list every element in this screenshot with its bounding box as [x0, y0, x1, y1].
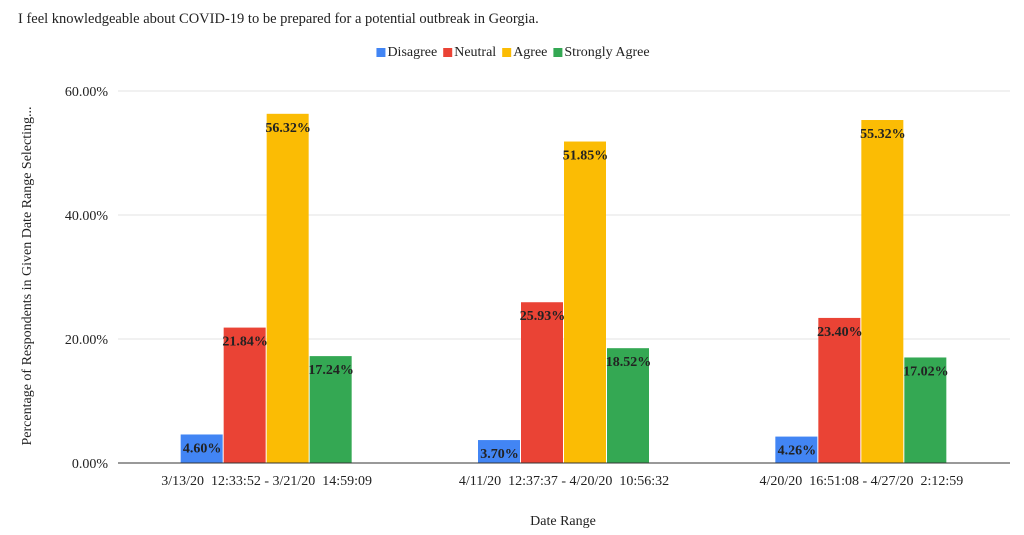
data-label: 55.32%	[860, 127, 906, 142]
legend: Disagree Neutral Agree Strongly Agree	[376, 45, 650, 60]
legend-item-disagree: Disagree	[376, 45, 437, 60]
legend-label: Neutral	[454, 45, 496, 60]
legend-item-agree: Agree	[502, 45, 547, 60]
x-tick-label: 4/20/20 16:51:08 - 4/27/20 2:12:59	[759, 474, 963, 489]
bar-neutral	[223, 327, 266, 463]
bars	[180, 113, 947, 464]
x-axis-ticks: 3/13/20 12:33:52 - 3/21/20 14:59:09 4/11/…	[161, 474, 963, 489]
data-label: 25.93%	[520, 309, 566, 324]
x-tick-label: 4/11/20 12:37:37 - 4/20/20 10:56:32	[459, 474, 669, 489]
legend-item-neutral: Neutral	[443, 45, 496, 60]
legend-swatch	[502, 48, 512, 57]
bar-disagree	[775, 436, 818, 463]
data-label: 17.24%	[308, 363, 354, 378]
legend-label: Agree	[513, 45, 547, 60]
x-axis-label: Date Range	[530, 514, 596, 529]
bar-agree	[564, 141, 606, 463]
bar-agree	[266, 113, 309, 463]
y-tick-label: 40.00%	[65, 209, 109, 224]
data-labels: 4.60% 21.84% 56.32% 17.24% 3.70% 25.93% 51.85%…	[183, 121, 949, 462]
data-label: 56.32%	[265, 121, 311, 136]
bar-strongly-agree	[309, 356, 352, 463]
bar-agree	[861, 120, 904, 464]
y-axis-ticks: 0.00% 20.00% 40.00% 60.00%	[65, 85, 109, 472]
legend-label: Disagree	[387, 45, 437, 60]
legend-item-strongly-agree: Strongly Agree	[553, 45, 650, 60]
data-label: 18.52%	[606, 355, 652, 370]
bar-strongly-agree	[607, 348, 649, 463]
bar-disagree	[180, 434, 223, 463]
bar-neutral	[521, 302, 563, 463]
bar-strongly-agree	[904, 357, 947, 463]
chart-title: I feel knowledgeable about COVID-19 to b…	[18, 11, 539, 27]
y-tick-label: 0.00%	[72, 457, 109, 472]
bar-disagree	[478, 440, 520, 463]
data-label: 23.40%	[817, 325, 863, 340]
data-label: 3.70%	[480, 447, 519, 462]
x-tick-label: 3/13/20 12:33:52 - 3/21/20 14:59:09	[161, 474, 372, 489]
y-tick-label: 60.00%	[65, 85, 109, 100]
data-label: 51.85%	[563, 149, 609, 164]
bar-neutral	[818, 317, 861, 463]
legend-swatch	[376, 48, 386, 57]
data-label: 4.60%	[183, 441, 222, 456]
y-tick-label: 20.00%	[65, 333, 109, 348]
legend-label: Strongly Agree	[564, 45, 649, 60]
y-axis-label: Percentage of Respondents in Given Date …	[20, 106, 35, 445]
data-label: 21.84%	[222, 335, 268, 350]
legend-swatch	[553, 48, 563, 57]
data-label: 4.26%	[778, 444, 817, 459]
legend-swatch	[443, 48, 453, 57]
data-label: 17.02%	[903, 364, 949, 379]
